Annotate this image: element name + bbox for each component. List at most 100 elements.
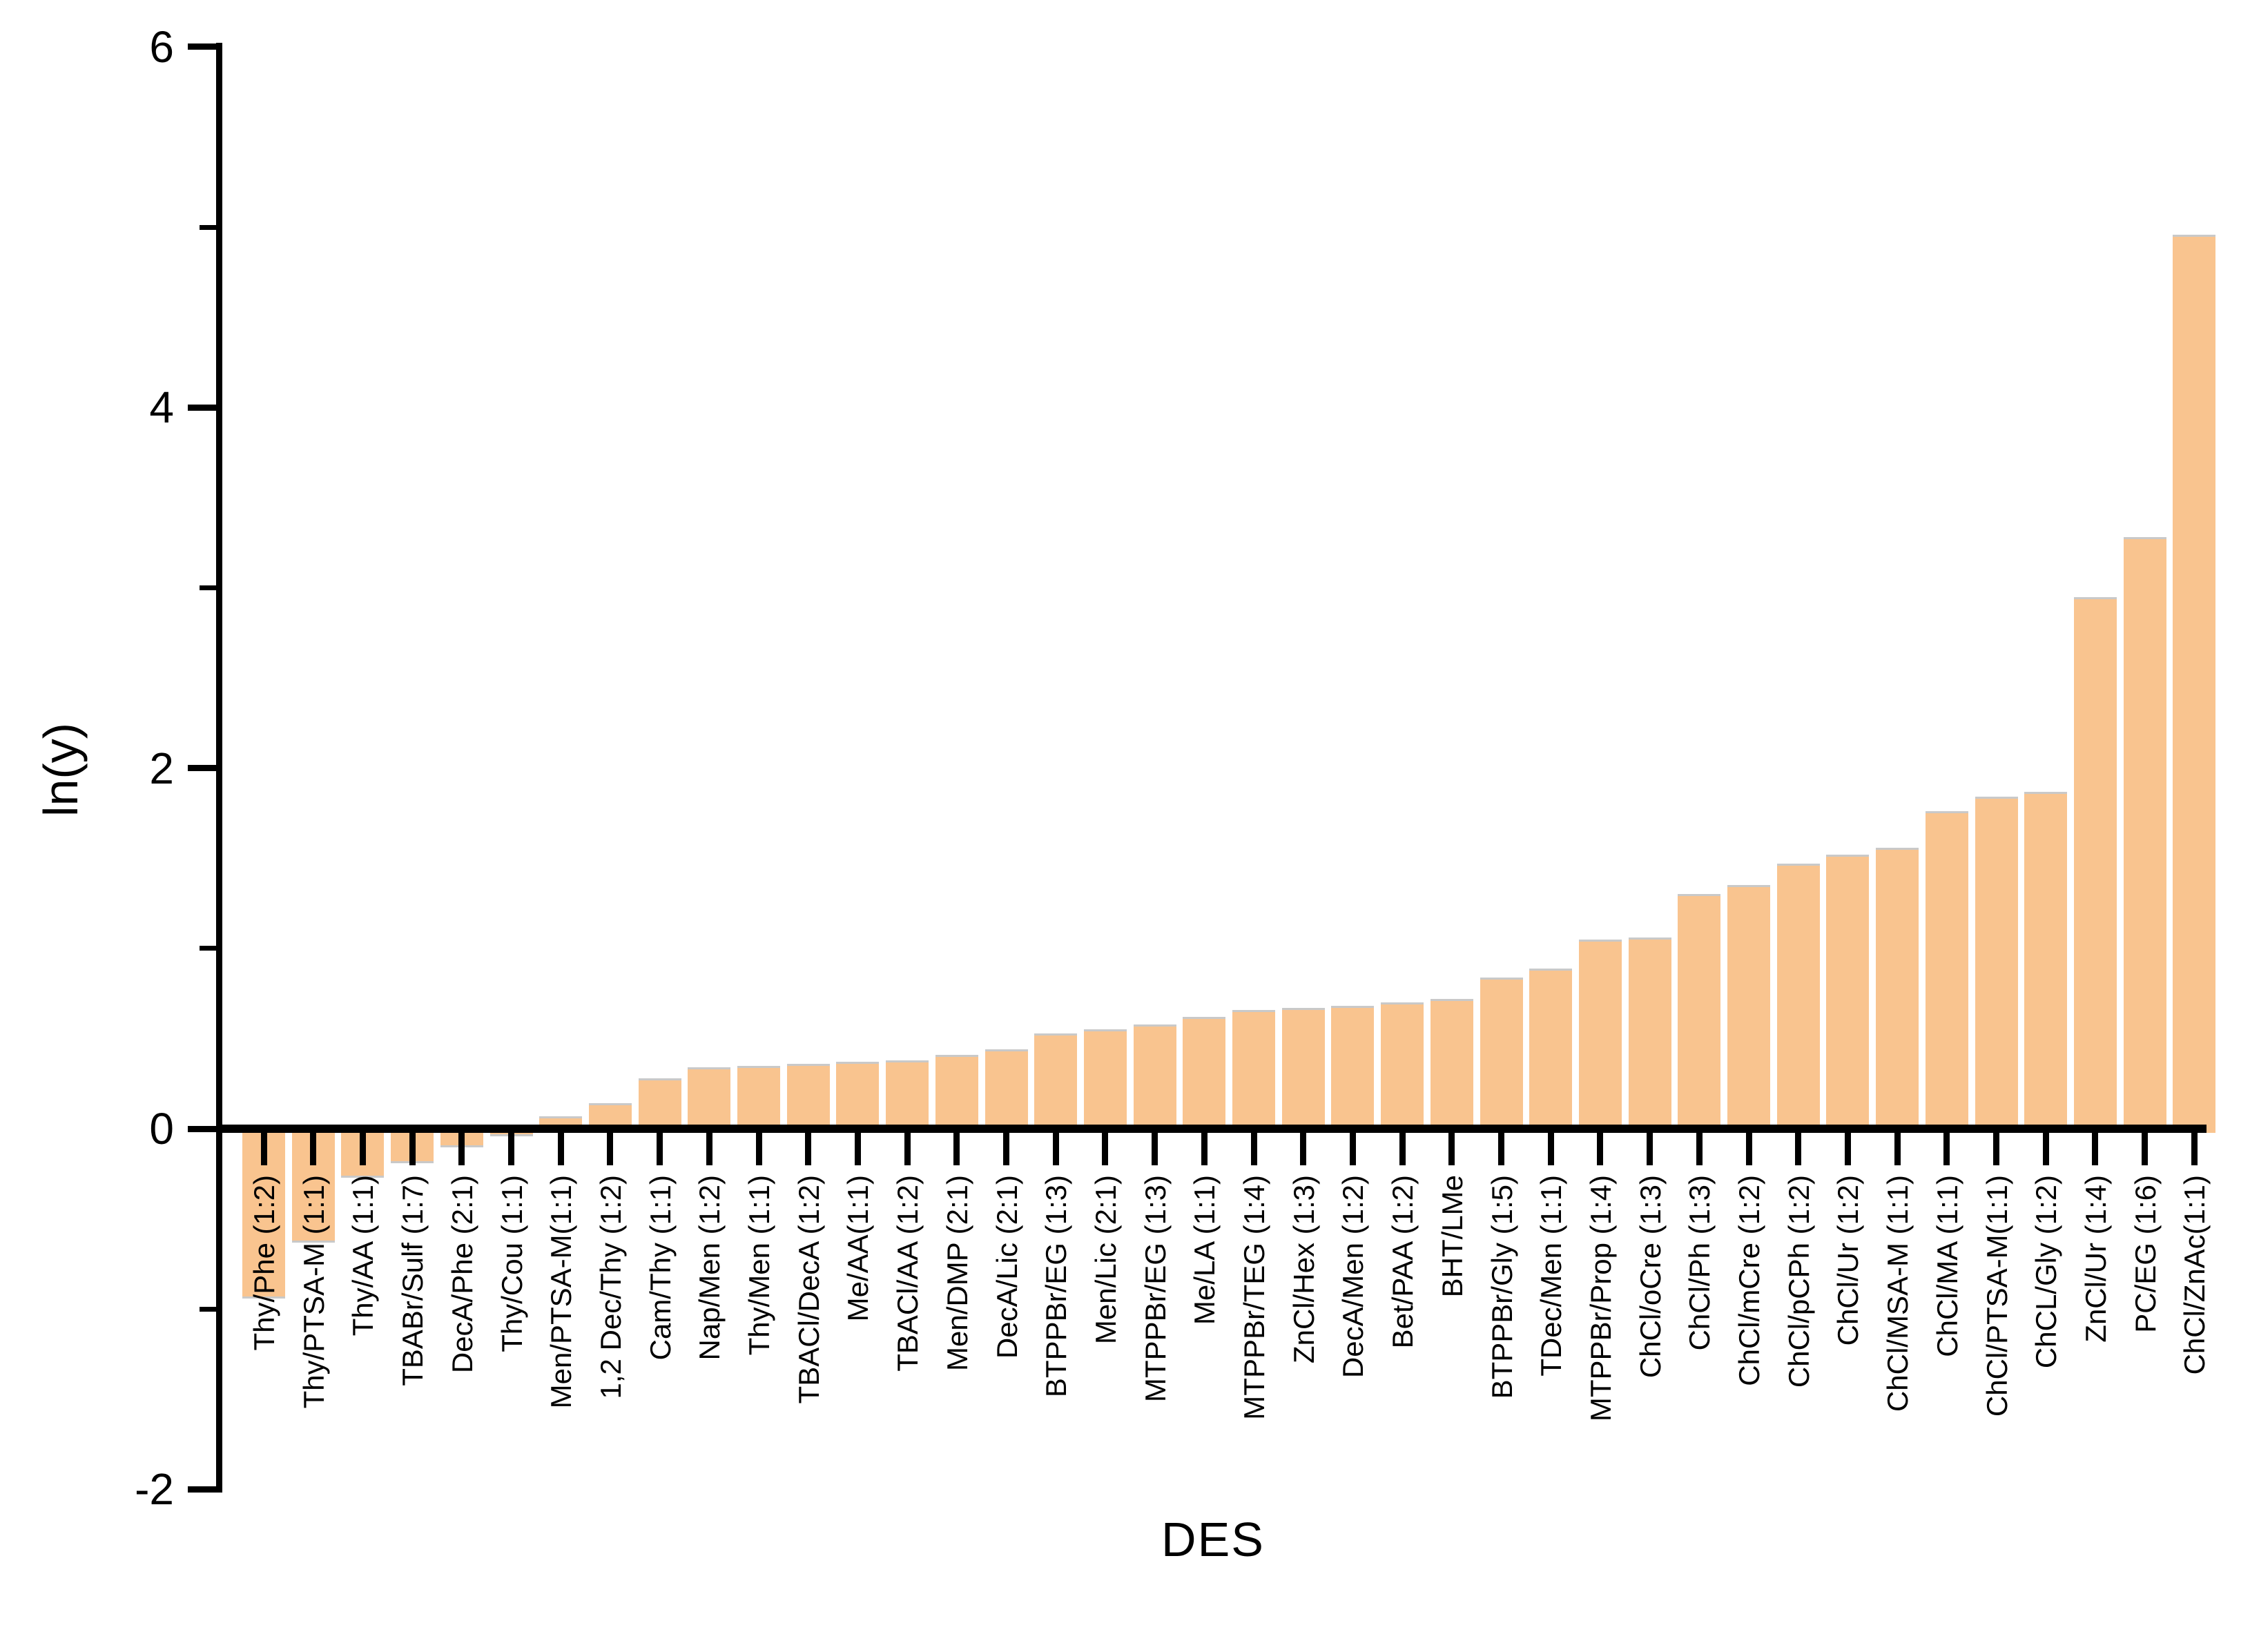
x-category-label: ChCl/Ph (1:3) <box>1683 1175 1716 1351</box>
x-category-label: TBACl/AA (1:2) <box>891 1175 924 1372</box>
x-category-label: BTPPBr/Gly (1:5) <box>1485 1175 1518 1399</box>
x-axis-tick <box>409 1133 416 1165</box>
bar <box>1281 1008 1325 1133</box>
x-category-label: ChCl/PTSA-M(1:1) <box>1980 1175 2013 1417</box>
x-axis-baseline <box>216 1125 2207 1133</box>
x-axis-tick <box>260 1133 267 1165</box>
bar <box>1331 1006 1375 1133</box>
x-axis-tick <box>1597 1133 1604 1165</box>
x-category-label: ChCl/ZnAc(1:1) <box>2178 1175 2211 1375</box>
x-axis-tick <box>1547 1133 1554 1165</box>
bar <box>1183 1017 1226 1133</box>
bar <box>1480 977 1523 1133</box>
x-category-label: TDec/Men (1:1) <box>1535 1175 1568 1377</box>
x-axis-tick <box>310 1133 317 1165</box>
x-axis-tick <box>904 1133 911 1165</box>
x-category-label: DecA/Men (1:2) <box>1337 1175 1370 1379</box>
x-category-label: BHT/LMe <box>1435 1175 1468 1298</box>
y-tick-label: 4 <box>149 382 174 433</box>
bar <box>1776 864 1820 1133</box>
bar <box>1232 1009 1275 1133</box>
x-axis-tick <box>1349 1133 1356 1165</box>
x-axis-tick <box>953 1133 960 1165</box>
x-axis-tick <box>1993 1133 1999 1165</box>
x-category-label: Thy/PTSA-M (1:1) <box>297 1175 330 1409</box>
bar <box>1678 894 1721 1133</box>
bar <box>688 1067 731 1133</box>
bar <box>638 1078 681 1133</box>
x-axis-tick <box>657 1133 663 1165</box>
x-axis-tick <box>1745 1133 1752 1165</box>
x-axis-tick <box>1696 1133 1703 1165</box>
x-axis-tick <box>1795 1133 1802 1165</box>
bar <box>1430 998 1473 1133</box>
x-axis-tick <box>1943 1133 1950 1165</box>
x-category-label: ChCl/pCPh (1:2) <box>1782 1175 1815 1388</box>
y-axis-minor-tick <box>200 224 216 230</box>
x-category-label: Thy/Men (1:1) <box>743 1175 775 1356</box>
x-category-label: TBACl/DecA (1:2) <box>792 1175 825 1404</box>
x-category-label: Thy/Cou (1:1) <box>495 1175 528 1352</box>
x-category-label: ZnCl/Ur (1:4) <box>2079 1175 2112 1343</box>
x-axis-tick <box>2092 1133 2099 1165</box>
x-category-label: Bet/PAA (1:2) <box>1386 1175 1419 1349</box>
bar <box>935 1054 978 1133</box>
x-axis-tick <box>1894 1133 1901 1165</box>
x-category-label: TBABr/Sulf (1:7) <box>396 1175 429 1386</box>
x-category-label: PC/EG (1:6) <box>2128 1175 2162 1333</box>
y-axis-tick <box>188 1486 216 1493</box>
x-axis-tick <box>1152 1133 1158 1165</box>
bar <box>1529 968 1573 1133</box>
y-axis-spine <box>216 43 222 1493</box>
bar <box>1925 811 1968 1133</box>
bar <box>1826 855 1870 1133</box>
bar <box>2024 791 2068 1133</box>
x-category-label: ChCl/Ur (1:2) <box>1832 1175 1865 1346</box>
x-axis-tick <box>508 1133 514 1165</box>
bar <box>1083 1029 1127 1133</box>
bar <box>1975 797 2018 1133</box>
y-tick-label: 0 <box>149 1104 174 1154</box>
x-axis-tick <box>458 1133 465 1165</box>
bar <box>1133 1024 1176 1133</box>
x-category-label: ChCl/MA (1:1) <box>1930 1175 1963 1357</box>
x-axis-tick <box>1498 1133 1504 1165</box>
x-category-label: DecA/Lic (2:1) <box>990 1175 1023 1359</box>
x-axis-tick <box>854 1133 861 1165</box>
x-axis-tick <box>1300 1133 1307 1165</box>
x-category-label: MTPPBr/TEG (1:4) <box>1238 1175 1270 1420</box>
x-category-label: ChCl/oCre (1:3) <box>1633 1175 1667 1379</box>
x-axis-tick <box>1448 1133 1455 1165</box>
y-axis-minor-tick <box>200 1306 216 1312</box>
x-category-label: ZnCl/Hex (1:3) <box>1287 1175 1320 1364</box>
bar <box>1876 847 1919 1133</box>
bar <box>1628 937 1671 1133</box>
x-category-label: BTPPBr/EG (1:3) <box>1040 1175 1073 1398</box>
y-axis-tick <box>188 765 216 772</box>
x-axis-tick <box>557 1133 564 1165</box>
x-axis-tick <box>706 1133 712 1165</box>
x-axis-tick <box>1250 1133 1257 1165</box>
x-axis-tick <box>359 1133 366 1165</box>
bar <box>737 1065 780 1133</box>
y-tick-label: 6 <box>149 21 174 72</box>
y-tick-label: -2 <box>135 1464 174 1515</box>
bar <box>985 1049 1028 1133</box>
bar <box>1034 1033 1078 1133</box>
x-category-label: Nap/Men (1:2) <box>693 1175 726 1361</box>
y-axis-tick <box>188 43 216 50</box>
x-category-label: Men/Lic (2:1) <box>1089 1175 1122 1345</box>
x-axis-tick <box>1003 1133 1009 1165</box>
x-category-label: ChCl/mCre (1:2) <box>1733 1175 1765 1386</box>
x-axis-title: DES <box>1161 1513 1265 1566</box>
x-category-label: Me/AA(1:1) <box>842 1175 875 1322</box>
x-category-label: MTPPBr/Prop (1:4) <box>1584 1175 1617 1422</box>
bar <box>1381 1002 1424 1133</box>
x-axis-tick <box>1102 1133 1109 1165</box>
bar <box>886 1060 929 1133</box>
y-axis-tick <box>188 404 216 411</box>
x-category-label: ChCl/MSA-M (1:1) <box>1881 1175 1914 1412</box>
x-category-label: Me/LA (1:1) <box>1188 1175 1221 1325</box>
y-tick-label: 2 <box>149 743 174 793</box>
